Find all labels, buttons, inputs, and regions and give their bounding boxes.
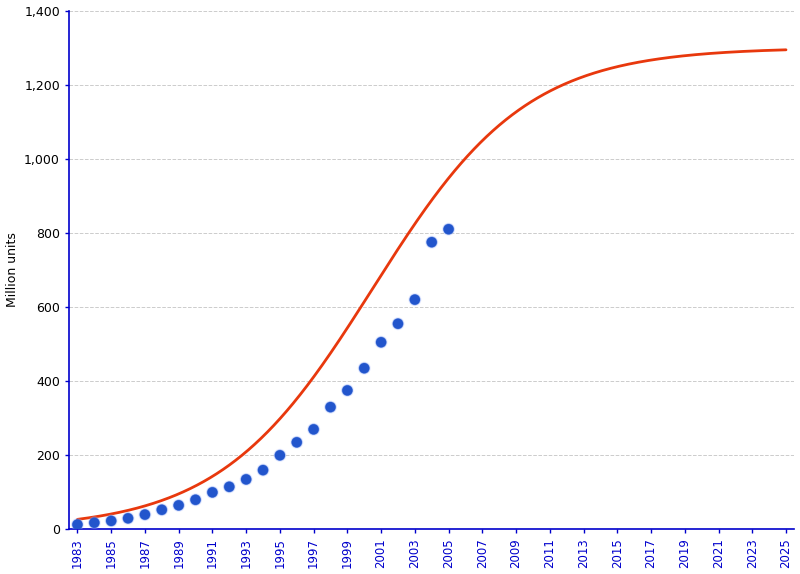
- Point: [409, 295, 422, 304]
- Point: [122, 514, 134, 523]
- Point: [391, 319, 404, 328]
- Point: [307, 425, 320, 434]
- Point: [274, 451, 286, 460]
- Point: [105, 516, 118, 525]
- Point: [358, 363, 370, 373]
- Point: [358, 363, 370, 373]
- Point: [223, 482, 236, 491]
- Point: [358, 363, 370, 373]
- Point: [105, 516, 118, 525]
- Point: [206, 488, 219, 497]
- Point: [71, 520, 84, 529]
- Point: [290, 438, 303, 447]
- Point: [223, 482, 236, 491]
- Point: [138, 510, 151, 519]
- Point: [391, 319, 404, 328]
- Point: [105, 516, 118, 525]
- Point: [189, 495, 202, 505]
- Point: [240, 475, 253, 484]
- Point: [155, 505, 168, 514]
- Point: [122, 514, 134, 523]
- Point: [257, 466, 270, 475]
- Point: [138, 510, 151, 519]
- Point: [409, 295, 422, 304]
- Point: [274, 451, 286, 460]
- Point: [71, 520, 84, 529]
- Point: [88, 518, 101, 528]
- Point: [341, 386, 354, 395]
- Point: [223, 482, 236, 491]
- Point: [206, 488, 219, 497]
- Point: [374, 338, 387, 347]
- Point: [172, 501, 185, 510]
- Point: [442, 224, 455, 234]
- Point: [341, 386, 354, 395]
- Point: [341, 386, 354, 395]
- Point: [155, 505, 168, 514]
- Point: [290, 438, 303, 447]
- Point: [257, 466, 270, 475]
- Point: [189, 495, 202, 505]
- Point: [307, 425, 320, 434]
- Point: [324, 402, 337, 412]
- Point: [240, 475, 253, 484]
- Point: [391, 319, 404, 328]
- Y-axis label: Million units: Million units: [6, 232, 18, 308]
- Point: [409, 295, 422, 304]
- Point: [290, 438, 303, 447]
- Point: [71, 520, 84, 529]
- Point: [172, 501, 185, 510]
- Point: [240, 475, 253, 484]
- Point: [172, 501, 185, 510]
- Point: [426, 238, 438, 247]
- Point: [426, 238, 438, 247]
- Point: [442, 224, 455, 234]
- Point: [189, 495, 202, 505]
- Point: [88, 518, 101, 528]
- Point: [324, 402, 337, 412]
- Point: [88, 518, 101, 528]
- Point: [374, 338, 387, 347]
- Point: [426, 238, 438, 247]
- Point: [324, 402, 337, 412]
- Point: [206, 488, 219, 497]
- Point: [257, 466, 270, 475]
- Point: [274, 451, 286, 460]
- Point: [374, 338, 387, 347]
- Point: [155, 505, 168, 514]
- Point: [307, 425, 320, 434]
- Point: [442, 224, 455, 234]
- Point: [138, 510, 151, 519]
- Point: [122, 514, 134, 523]
